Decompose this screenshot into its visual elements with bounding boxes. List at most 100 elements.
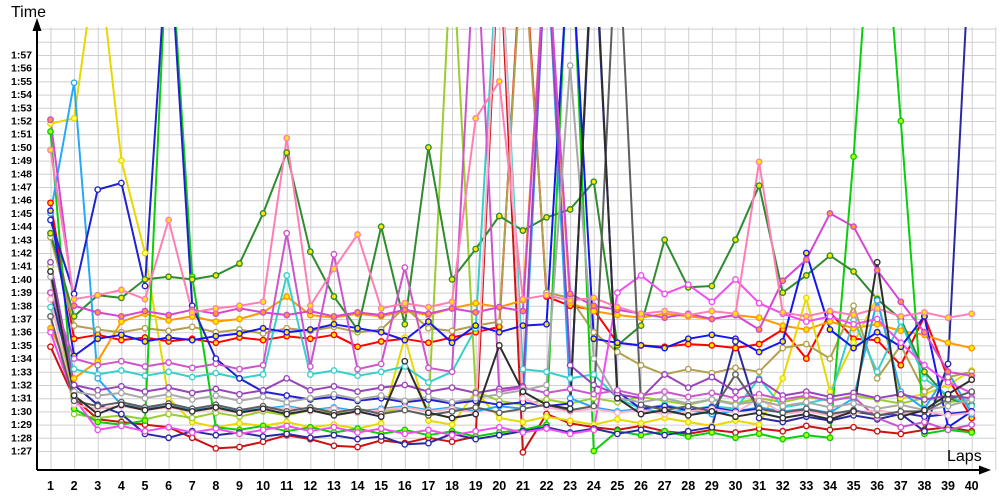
data-point-khaki (165, 327, 173, 335)
data-point-violet (472, 308, 480, 316)
data-point-khaki (637, 361, 645, 369)
data-point-gray (377, 392, 385, 399)
data-point-pink (921, 308, 928, 316)
svg-text:1:28: 1:28 (11, 432, 32, 444)
data-point-pink (661, 307, 669, 315)
data-point-pink (850, 311, 857, 319)
data-point-pink (708, 307, 716, 315)
svg-text:1:42: 1:42 (11, 248, 32, 260)
data-point-yellow (448, 421, 456, 428)
data-point-red (802, 355, 810, 362)
data-point-cyan (141, 372, 149, 380)
svg-text:5: 5 (142, 479, 149, 493)
data-point-yellow (637, 419, 645, 427)
data-point-violet (495, 303, 503, 311)
data-point-purple (755, 376, 763, 384)
data-point-orchid (661, 388, 669, 395)
series-lines (47, 27, 976, 456)
data-point-red (354, 343, 361, 351)
data-point-forest-green (401, 320, 409, 328)
data-point-violet (425, 310, 432, 318)
data-point-orchid (212, 360, 220, 368)
svg-text:1:49: 1:49 (11, 155, 32, 167)
data-point-black (236, 409, 243, 417)
data-point-dark-blue (94, 186, 102, 194)
data-point-dark-gray (47, 312, 54, 320)
svg-text:1:48: 1:48 (11, 168, 32, 180)
data-point-violet (850, 223, 857, 231)
data-point-forest-green (732, 236, 739, 244)
data-point-orange (472, 299, 480, 307)
data-point-gray (944, 402, 952, 410)
data-point-violet (519, 307, 527, 315)
data-point-orchid (826, 397, 834, 405)
data-point-dark-red (802, 422, 810, 430)
data-point-forest-green (708, 282, 716, 290)
data-point-dark-gray (401, 406, 409, 414)
data-point-red (330, 331, 338, 339)
data-point-green (590, 447, 598, 455)
svg-text:1:38: 1:38 (11, 300, 32, 312)
data-point-khaki (70, 322, 78, 329)
data-point-navy (306, 434, 314, 442)
series-line-yellow (50, 27, 973, 430)
data-point-orchid (425, 364, 432, 372)
data-point-sky-blue (94, 374, 102, 382)
data-point-blue (637, 341, 645, 349)
data-point-blue (661, 344, 669, 352)
svg-text:19: 19 (469, 479, 483, 493)
data-point-blue (684, 335, 692, 343)
data-point-purple (236, 390, 243, 398)
data-point-pink (826, 307, 834, 315)
data-point-black (802, 410, 810, 418)
data-point-light-pink (519, 394, 527, 402)
data-point-pink (188, 308, 196, 316)
data-point-navy (661, 431, 669, 439)
data-point-blue (779, 338, 787, 345)
data-point-orchid (566, 385, 574, 393)
data-point-magenta (897, 339, 905, 347)
data-point-black (684, 411, 692, 419)
series-line-forest-green (49, 146, 972, 406)
data-point-magenta (637, 272, 645, 279)
svg-text:1:37: 1:37 (11, 314, 32, 326)
data-point-purple (354, 388, 361, 395)
data-point-blue (401, 336, 409, 344)
data-point-forest-green (921, 368, 928, 376)
series-line-pink (49, 80, 972, 319)
data-point-gray (661, 394, 669, 402)
data-point-khaki (732, 364, 739, 372)
data-point-dark-red (236, 443, 243, 451)
data-point-magenta (850, 320, 857, 328)
data-point-pink (779, 308, 787, 316)
data-point-forest-green (495, 212, 503, 220)
svg-text:1:29: 1:29 (11, 419, 32, 431)
data-point-dark-red (850, 423, 857, 431)
data-point-green (897, 117, 905, 125)
data-point-magenta (377, 425, 385, 432)
data-point-navy (401, 440, 409, 448)
data-point-gray (283, 398, 291, 406)
data-point-purple (212, 385, 220, 393)
svg-text:13: 13 (327, 479, 341, 493)
data-point-dark-red (826, 426, 834, 434)
data-point-pink (519, 295, 527, 303)
data-point-orchid (94, 361, 102, 369)
svg-text:4: 4 (118, 479, 125, 493)
data-point-gray (732, 401, 739, 409)
data-point-black (70, 392, 78, 399)
data-point-blue (448, 339, 456, 347)
data-point-dark-gray (968, 388, 976, 395)
data-point-black (495, 341, 503, 349)
data-point-yellow-green (188, 414, 196, 422)
data-point-orchid (921, 418, 928, 426)
data-point-cyan (188, 373, 196, 381)
data-point-pink (472, 114, 480, 122)
data-point-khaki (425, 324, 432, 332)
data-point-dark-blue (495, 401, 503, 409)
data-point-dark-gray (94, 402, 102, 410)
svg-text:17: 17 (421, 479, 435, 493)
svg-text:40: 40 (965, 479, 979, 493)
svg-text:1:55: 1:55 (11, 76, 32, 88)
